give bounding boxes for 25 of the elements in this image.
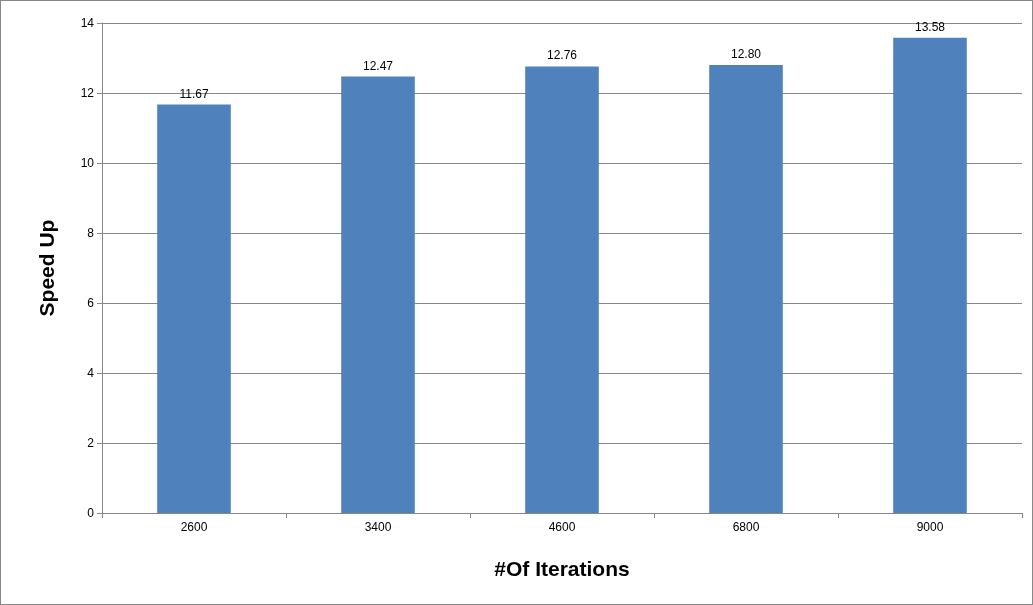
y-tick-label: 14 <box>80 16 95 30</box>
y-tick-label: 10 <box>80 156 95 170</box>
x-tick-label: 3400 <box>364 520 392 534</box>
bar <box>525 66 599 513</box>
data-label: 11.67 <box>179 86 209 101</box>
bar <box>157 104 231 513</box>
x-tick-label: 2600 <box>180 520 208 534</box>
data-label: 12.80 <box>730 47 762 61</box>
data-label: 12.47 <box>362 58 394 73</box>
x-tick-label: 4600 <box>548 520 576 534</box>
x-tick-label: 6800 <box>732 520 760 534</box>
y-tick-label: 12 <box>80 86 95 100</box>
y-tick-label: 8 <box>87 226 95 240</box>
y-tick-label: 0 <box>87 506 95 520</box>
data-label: 13.58 <box>914 19 946 34</box>
y-tick-label: 4 <box>87 366 95 380</box>
x-tick-label: 9000 <box>916 520 944 534</box>
y-tick-label: 6 <box>87 296 95 310</box>
bar <box>893 37 967 513</box>
y-axis-title: Speed Up <box>35 219 58 317</box>
data-label: 12.76 <box>546 48 578 63</box>
x-axis-title: #Of Iterations <box>494 557 630 580</box>
y-tick-label: 2 <box>87 436 95 450</box>
bar <box>341 76 415 513</box>
bar <box>709 65 783 513</box>
